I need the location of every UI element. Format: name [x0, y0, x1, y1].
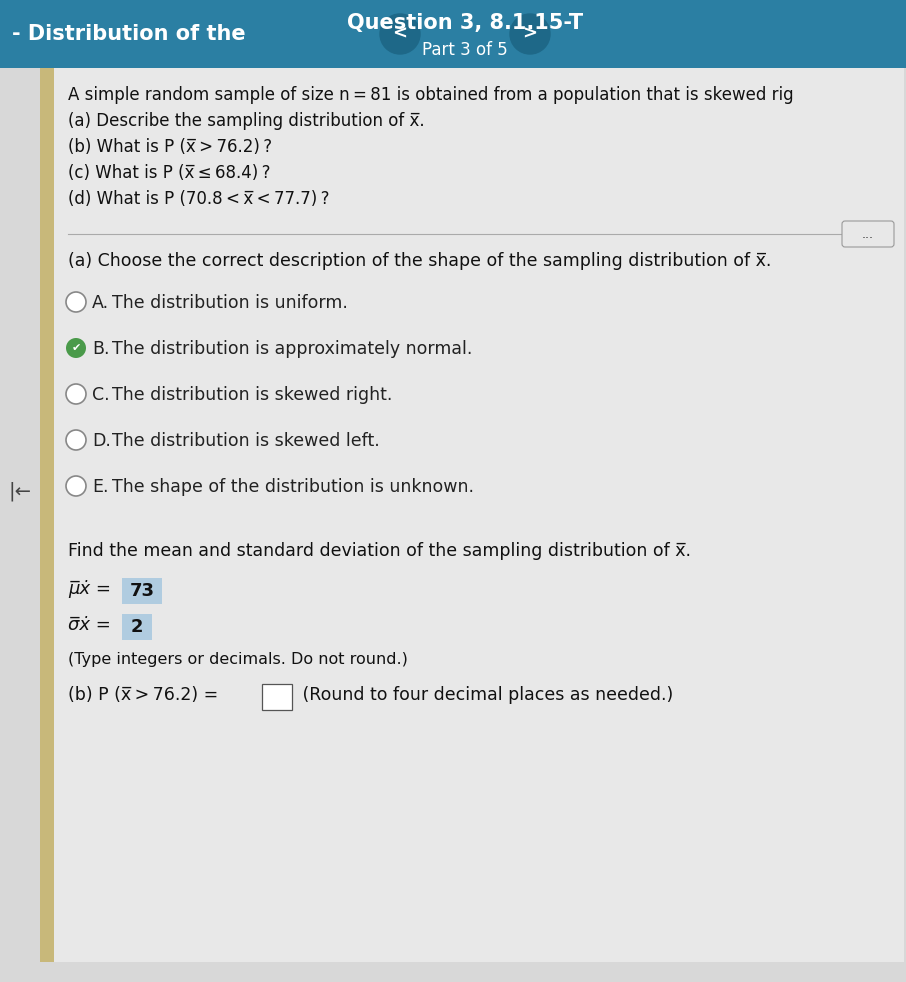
- Bar: [40, 68, 54, 962]
- FancyBboxPatch shape: [842, 221, 894, 247]
- Bar: [0, 0, 906, 68]
- Text: |←: |←: [8, 481, 32, 501]
- Text: (c) What is P (x̅ ≤ 68.4) ?: (c) What is P (x̅ ≤ 68.4) ?: [68, 164, 271, 182]
- FancyBboxPatch shape: [262, 684, 292, 710]
- Circle shape: [510, 14, 550, 54]
- Text: The distribution is uniform.: The distribution is uniform.: [112, 294, 348, 312]
- Text: The distribution is skewed left.: The distribution is skewed left.: [112, 432, 380, 450]
- Text: ✔: ✔: [72, 343, 81, 353]
- Text: <: <: [392, 25, 408, 43]
- Text: B.: B.: [92, 340, 110, 358]
- Text: (Type integers or decimals. Do not round.): (Type integers or decimals. Do not round…: [68, 652, 408, 667]
- Text: (a) Describe the sampling distribution of x̅.: (a) Describe the sampling distribution o…: [68, 112, 425, 130]
- Text: (a) Choose the correct description of the shape of the sampling distribution of : (a) Choose the correct description of th…: [68, 252, 771, 270]
- Text: 73: 73: [130, 582, 155, 600]
- FancyBboxPatch shape: [122, 578, 162, 604]
- Text: Find the mean and standard deviation of the sampling distribution of x̅.: Find the mean and standard deviation of …: [68, 542, 691, 560]
- Text: A simple random sample of size n = 81 is obtained from a population that is skew: A simple random sample of size n = 81 is…: [68, 86, 794, 104]
- Text: - Distribution of the: - Distribution of the: [12, 24, 246, 44]
- Text: E.: E.: [92, 478, 109, 496]
- Text: σ̅ẋ =: σ̅ẋ =: [68, 616, 111, 634]
- Circle shape: [66, 430, 86, 450]
- Circle shape: [66, 338, 86, 358]
- Text: The distribution is approximately normal.: The distribution is approximately normal…: [112, 340, 472, 358]
- Circle shape: [380, 14, 420, 54]
- Text: The shape of the distribution is unknown.: The shape of the distribution is unknown…: [112, 478, 474, 496]
- Text: 2: 2: [130, 618, 143, 636]
- Text: (d) What is P (70.8 < x̅ < 77.7) ?: (d) What is P (70.8 < x̅ < 77.7) ?: [68, 190, 330, 208]
- Text: (Round to four decimal places as needed.): (Round to four decimal places as needed.…: [297, 686, 673, 704]
- Text: >: >: [523, 25, 537, 43]
- Text: (b) What is P (x̅ > 76.2) ?: (b) What is P (x̅ > 76.2) ?: [68, 138, 272, 156]
- Text: D.: D.: [92, 432, 111, 450]
- Text: C.: C.: [92, 386, 110, 404]
- Text: A.: A.: [92, 294, 109, 312]
- Text: Question 3, 8.1.15-T: Question 3, 8.1.15-T: [347, 13, 583, 33]
- Text: (b) P (x̅ > 76.2) =: (b) P (x̅ > 76.2) =: [68, 686, 218, 704]
- Text: Part 3 of 5: Part 3 of 5: [422, 41, 508, 59]
- Text: ...: ...: [862, 228, 874, 241]
- FancyBboxPatch shape: [122, 614, 152, 640]
- Text: The distribution is skewed right.: The distribution is skewed right.: [112, 386, 392, 404]
- Circle shape: [66, 384, 86, 404]
- Text: μ̅ẋ =: μ̅ẋ =: [68, 580, 111, 598]
- Circle shape: [66, 476, 86, 496]
- Circle shape: [66, 292, 86, 312]
